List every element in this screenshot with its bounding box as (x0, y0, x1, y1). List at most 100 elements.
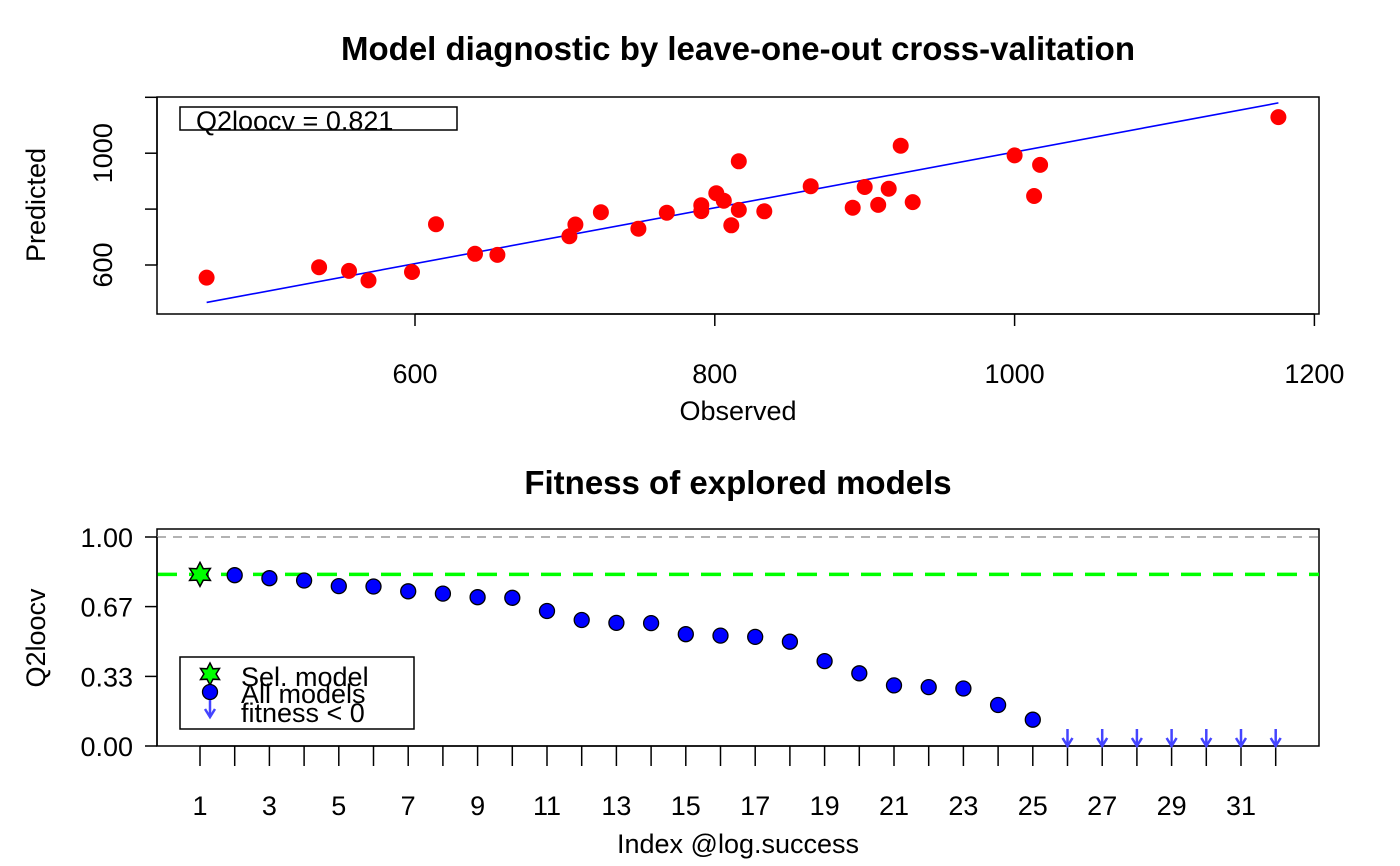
observation-point (658, 204, 675, 221)
panel-loocv: Model diagnostic by leave-one-out cross-… (21, 30, 1344, 426)
model-point (955, 680, 972, 697)
x-tick-label: 5 (331, 791, 346, 821)
observation-point (360, 272, 377, 289)
model-point (1024, 711, 1041, 728)
model-point (226, 567, 243, 584)
observation-point (467, 245, 483, 262)
panel1-x-axis: 600 800 1000 1200 (392, 313, 1344, 389)
model-point (365, 578, 382, 595)
model-point (504, 589, 521, 606)
x-tick-label: 7 (401, 791, 416, 821)
observation-point (1026, 188, 1043, 204)
negative-fitness-arrow (1130, 729, 1143, 749)
legend-arrow-glyph (203, 700, 217, 720)
negative-fitness-arrow (1234, 729, 1248, 749)
panel1-annotation-box: Q2loocv = 0.821 (179, 106, 458, 136)
x-tick-label: 1200 (1284, 359, 1344, 389)
panel1-title: Model diagnostic by leave-one-out cross-… (341, 30, 1135, 67)
observation-point (1006, 147, 1023, 164)
panel2-y-axis: 0.00 0.33 0.67 1.00 (80, 523, 158, 762)
observation-point (880, 180, 897, 197)
x-tick-label: 3 (262, 791, 277, 821)
x-tick-label: 15 (671, 791, 701, 821)
x-tick-label: 31 (1226, 791, 1256, 821)
x-tick-label: 23 (948, 791, 978, 821)
observation-point (1032, 156, 1049, 173)
observation-point (341, 262, 357, 279)
x-tick-label: 19 (810, 791, 840, 821)
legend-label-selected: Sel. model (241, 662, 369, 692)
observation-point (892, 137, 909, 154)
model-point (261, 570, 278, 587)
x-tick-label: 17 (740, 791, 770, 821)
panel1-points (198, 109, 1287, 289)
observation-point (844, 199, 861, 216)
x-tick-label: 11 (533, 791, 561, 821)
q2loocv-annotation: Q2loocv = 0.821 (196, 106, 393, 136)
observation-point (856, 179, 873, 195)
observation-point (489, 246, 506, 263)
x-tick-label: 600 (392, 359, 437, 389)
model-point (712, 627, 729, 644)
x-tick-label: 13 (601, 791, 631, 821)
observation-point (428, 216, 444, 233)
model-point (677, 626, 694, 643)
model-point (642, 614, 660, 632)
panel1-x-label: Observed (679, 396, 796, 426)
model-point (434, 585, 452, 602)
selected-model-star (188, 560, 212, 589)
panel2-x-label: Index @log.success (617, 829, 859, 859)
x-tick-label: 1000 (985, 359, 1045, 389)
observation-point (802, 178, 819, 195)
observation-point (404, 264, 420, 280)
observation-point (592, 204, 609, 221)
model-point (608, 614, 625, 632)
observation-point (904, 194, 921, 211)
model-point (330, 577, 347, 595)
x-tick-label: 21 (879, 791, 909, 821)
y-tick-label: 1.00 (80, 523, 133, 553)
negative-fitness-markers (1061, 729, 1282, 749)
model-point (747, 628, 764, 646)
y-tick-label: 1000 (88, 123, 118, 183)
model-point (851, 665, 868, 682)
legend-dot-icon (201, 683, 219, 701)
observation-point (730, 153, 747, 170)
panel1-y-label: Predicted (21, 148, 51, 262)
x-tick-label: 27 (1087, 791, 1117, 821)
negative-fitness-arrow (1096, 729, 1109, 749)
legend-label-negative: fitness < 0 (241, 698, 365, 728)
legend-arrow-icon (203, 700, 217, 720)
panel2-legend: Sel. model All models fitness < 0 (179, 656, 415, 730)
model-point (781, 633, 799, 650)
regression-line (206, 102, 1279, 304)
observation-point (730, 201, 747, 218)
model-point (400, 583, 417, 600)
observation-point (567, 216, 584, 233)
panel-fitness: Fitness of explored models 1 3 5 7 9 11 13 15 17… (21, 464, 1320, 859)
panel1-y-axis: 600 1000 (88, 96, 158, 288)
panel2-points (226, 567, 1041, 728)
negative-fitness-arrow (1200, 729, 1213, 749)
x-tick-label: 800 (692, 359, 737, 389)
observation-point (311, 259, 328, 276)
observation-point (723, 217, 740, 234)
observation-point (630, 220, 647, 237)
observation-point (198, 269, 215, 286)
model-point (295, 572, 313, 589)
y-tick-label: 600 (88, 242, 118, 287)
y-tick-label: 0.00 (80, 732, 133, 762)
x-tick-label: 25 (1018, 791, 1048, 821)
negative-fitness-arrow (1165, 729, 1178, 749)
observation-point (715, 192, 732, 209)
observation-point (870, 196, 887, 213)
y-tick-label: 0.67 (80, 593, 133, 623)
model-point (538, 602, 556, 620)
model-point (885, 677, 903, 694)
model-point (989, 696, 1007, 714)
panel2-y-label: Q2loocv (21, 588, 51, 688)
annotation-frame (179, 106, 458, 131)
panel2-x-axis: 1 3 5 7 9 11 13 15 17 19 21 23 25 27 29 31 (192, 745, 1277, 821)
legend-label-all: All models (241, 679, 366, 709)
